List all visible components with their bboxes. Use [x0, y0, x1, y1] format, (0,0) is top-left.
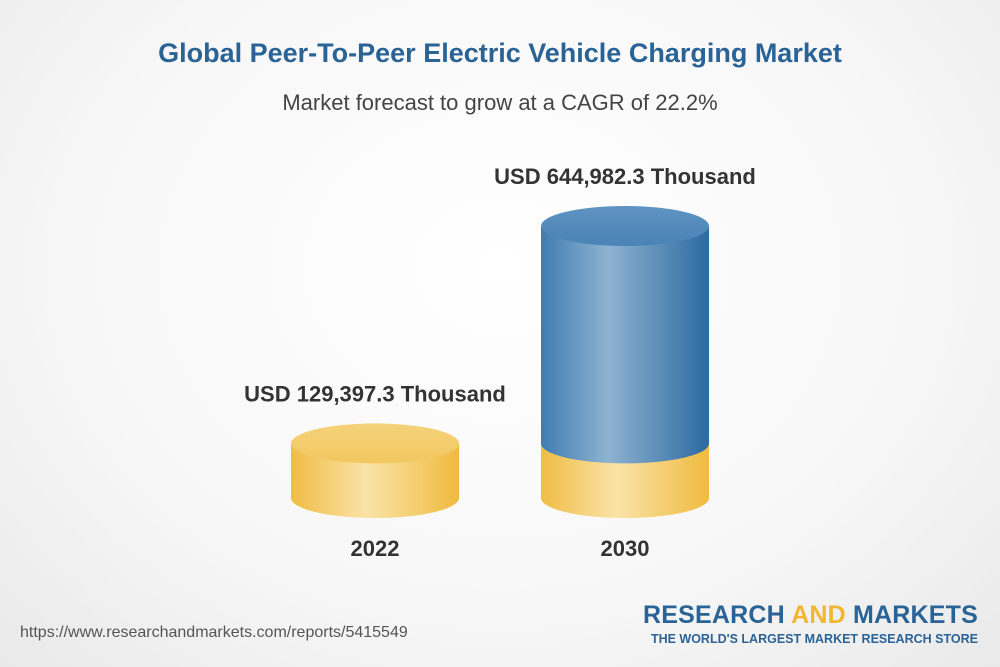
- category-label-2030: 2030: [601, 536, 650, 561]
- chart-subtitle: Market forecast to grow at a CAGR of 22.…: [282, 90, 718, 115]
- source-url[interactable]: https://www.researchandmarkets.com/repor…: [20, 624, 408, 641]
- bar-2022-top: [291, 423, 459, 464]
- brand-tagline: THE WORLD'S LARGEST MARKET RESEARCH STOR…: [650, 632, 978, 646]
- brand-logo: RESEARCH AND MARKETS THE WORLD'S LARGEST…: [643, 601, 978, 646]
- category-label-2022: 2022: [351, 536, 400, 561]
- bar-2030-base-body: [541, 443, 709, 518]
- bar-2030-growth-body: [541, 226, 709, 464]
- bar-2030-growth-top: [541, 206, 709, 246]
- chart-title: Global Peer-To-Peer Electric Vehicle Cha…: [158, 38, 842, 68]
- brand-name: RESEARCH AND MARKETS: [642, 601, 978, 629]
- value-label-2022: USD 129,397.3 Thousand: [244, 381, 506, 406]
- value-label-2030: USD 644,982.3 Thousand: [494, 164, 756, 189]
- bar-2022-body: [291, 443, 459, 518]
